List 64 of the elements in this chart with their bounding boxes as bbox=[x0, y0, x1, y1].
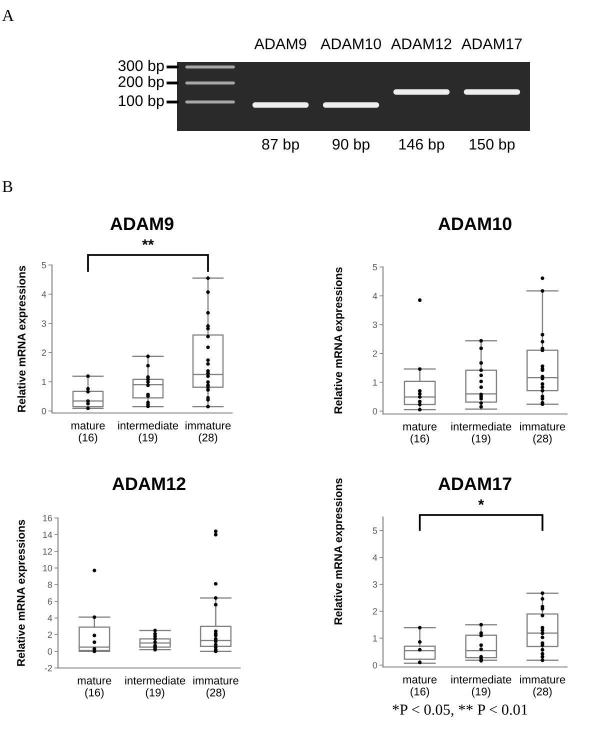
y-tick-label: 3 bbox=[372, 322, 378, 328]
y-tick-label: 8 bbox=[48, 582, 52, 588]
y-tick-label: 10 bbox=[43, 564, 52, 572]
y-tick-label: 2 bbox=[372, 608, 377, 615]
text: 200 bp bbox=[118, 76, 164, 90]
text: ** bbox=[142, 239, 154, 246]
category-label: ADAM12 bbox=[390, 38, 452, 50]
y-tick-label: 5 bbox=[372, 264, 378, 270]
x-tick-label: immature (28) bbox=[193, 676, 238, 699]
y-axis-title: Relative mRNA expressions bbox=[334, 267, 344, 414]
x-tick-label: mature (16) bbox=[403, 423, 437, 445]
y-tick-label: 4 bbox=[48, 615, 52, 622]
chart-title: ADAM17 bbox=[438, 478, 512, 490]
chart-title: ADAM9 bbox=[110, 217, 174, 230]
y-tick-label: 1 bbox=[373, 379, 378, 386]
y-tick-label: 4 bbox=[372, 292, 378, 300]
y-tick-label: 14 bbox=[43, 532, 52, 538]
y-tick-label: 16 bbox=[43, 514, 52, 522]
y-tick-label: 5 bbox=[372, 528, 378, 534]
text: 100 bp bbox=[118, 94, 164, 110]
y-tick-label: 3 bbox=[42, 320, 46, 327]
text: 87 bp bbox=[262, 138, 300, 153]
x-tick-label: mature (16) bbox=[78, 677, 112, 699]
x-tick-label: mature (16) bbox=[71, 422, 105, 444]
y-tick-label: 2 bbox=[42, 350, 46, 356]
y-tick-label: 0 bbox=[372, 408, 378, 414]
y-tick-label: 5 bbox=[42, 262, 46, 268]
category-label: ADAM9 bbox=[254, 38, 306, 50]
y-tick-label: 0 bbox=[372, 662, 378, 668]
y-tick-label: 4 bbox=[42, 291, 46, 298]
category-label: ADAM17 bbox=[461, 38, 522, 50]
text: A bbox=[2, 10, 14, 22]
text: 146 bp bbox=[399, 138, 444, 153]
chart-title: ADAM10 bbox=[438, 217, 512, 230]
y-axis-title: Relative mRNA expressions bbox=[334, 478, 344, 624]
x-tick-label: intermediate (19) bbox=[451, 422, 512, 445]
y-tick-label: 4 bbox=[372, 554, 378, 561]
y-tick-label: 6 bbox=[48, 598, 52, 605]
x-tick-label: intermediate (19) bbox=[125, 676, 186, 699]
y-tick-label: 0 bbox=[42, 408, 46, 414]
x-tick-label: intermediate (19) bbox=[118, 421, 178, 444]
y-tick-label: 3 bbox=[372, 581, 378, 588]
y-tick-label: 1 bbox=[42, 378, 46, 386]
text: 300 bp bbox=[118, 60, 164, 74]
x-tick-label: immature (28) bbox=[520, 675, 566, 698]
y-axis-title: Relative mRNA expressions bbox=[16, 520, 28, 666]
y-axis-title: Relative mRNA expressions bbox=[17, 266, 28, 412]
text: 150 bp bbox=[470, 138, 515, 153]
y-tick-label: 0 bbox=[48, 648, 52, 655]
text: *P < 0.05, ** P < 0.01 bbox=[392, 704, 528, 718]
y-tick-label: 2 bbox=[48, 632, 52, 638]
text: 90 bp bbox=[332, 138, 370, 153]
x-tick-label: mature (16) bbox=[403, 676, 437, 698]
text: * bbox=[478, 499, 484, 506]
text: B bbox=[2, 181, 12, 192]
y-tick-label: 2 bbox=[372, 350, 377, 357]
chart-title: ADAM12 bbox=[112, 477, 186, 490]
y-tick-label: 12 bbox=[43, 548, 52, 555]
y-tick-label: -2 bbox=[44, 664, 52, 672]
y-tick-label: 1 bbox=[373, 635, 378, 642]
category-label: ADAM10 bbox=[320, 38, 382, 50]
x-tick-label: immature (28) bbox=[186, 421, 231, 444]
x-tick-label: intermediate (19) bbox=[451, 675, 512, 698]
x-tick-label: immature (28) bbox=[520, 422, 566, 445]
